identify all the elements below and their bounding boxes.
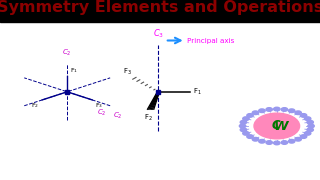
Circle shape [304,117,311,120]
Circle shape [288,140,295,143]
Circle shape [252,138,259,141]
Circle shape [308,124,314,128]
Text: F$_1$: F$_1$ [70,66,78,75]
Text: F$_3$: F$_3$ [123,67,132,77]
Circle shape [307,128,313,132]
Circle shape [295,138,301,141]
Circle shape [281,141,288,144]
Circle shape [295,111,301,114]
Circle shape [274,107,280,111]
Circle shape [266,108,272,111]
Text: Principal axis: Principal axis [187,37,235,44]
Circle shape [239,124,246,128]
Circle shape [307,120,313,124]
Circle shape [240,128,247,132]
Text: C: C [271,119,280,132]
Circle shape [243,117,249,120]
Circle shape [259,140,265,143]
Circle shape [247,135,253,138]
Circle shape [300,135,307,138]
Circle shape [281,108,288,111]
Bar [0,0,320,22]
Text: W: W [273,120,288,133]
Circle shape [304,132,311,135]
Circle shape [288,109,295,112]
Text: $C_2$: $C_2$ [97,108,107,118]
Circle shape [266,141,272,144]
Circle shape [252,111,259,114]
Circle shape [254,113,300,139]
Circle shape [247,114,253,117]
Text: F$_2$: F$_2$ [31,101,39,110]
Text: F$_1$: F$_1$ [193,87,202,97]
Text: Symmetry Elements and Operations: Symmetry Elements and Operations [0,0,320,15]
Text: $C_2$: $C_2$ [62,48,72,58]
Text: F$_2$: F$_2$ [144,112,153,123]
Text: $C_3$: $C_3$ [153,27,164,40]
Text: $C_2$: $C_2$ [113,111,123,121]
Circle shape [274,141,280,145]
Circle shape [300,114,307,117]
Text: F$_3$: F$_3$ [95,101,103,110]
Circle shape [240,120,247,124]
Circle shape [259,109,265,112]
Circle shape [243,132,249,135]
